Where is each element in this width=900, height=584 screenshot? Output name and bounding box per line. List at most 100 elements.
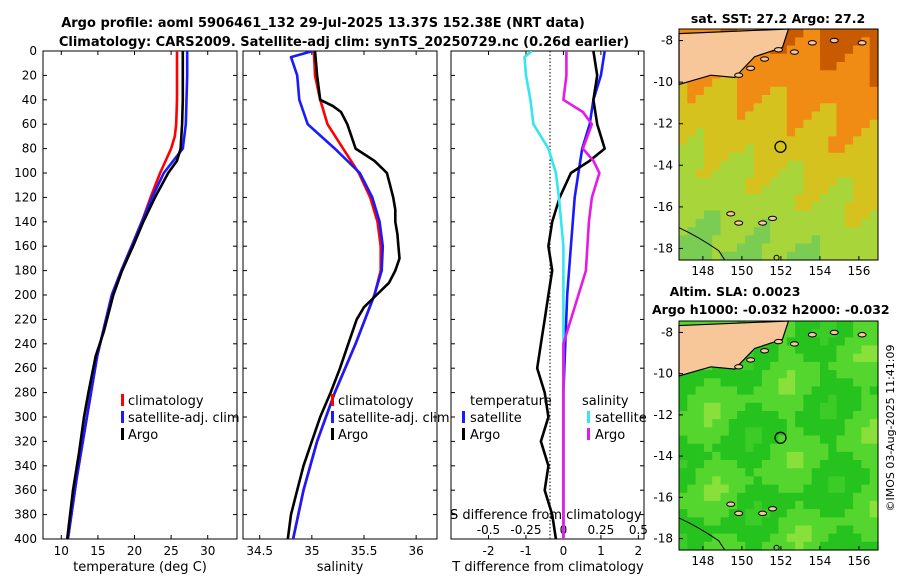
depth-tick-label: 360 (14, 483, 37, 497)
map-cell (770, 177, 780, 187)
map-cell (836, 533, 846, 543)
map-cell (811, 210, 821, 220)
map-cell (753, 476, 763, 486)
map-cell (737, 419, 746, 428)
map-cell (786, 53, 796, 63)
map-cell (853, 419, 862, 428)
map-cell (778, 353, 788, 363)
map-cell (753, 419, 763, 428)
map-cell (712, 235, 722, 245)
map-cell (703, 78, 713, 88)
map-cell (687, 103, 697, 113)
map-cell (836, 435, 846, 445)
legend-swatch-satellite (121, 411, 124, 423)
map-cell (703, 386, 713, 396)
map-cell (811, 361, 821, 371)
island (726, 501, 736, 507)
map-cell (836, 419, 846, 428)
map-cell (679, 411, 688, 420)
map-cell (728, 419, 738, 428)
map-cell (828, 321, 838, 330)
map-cell (869, 500, 879, 510)
map-cell (820, 251, 829, 261)
map-cell (778, 53, 788, 63)
map-cell (770, 443, 780, 453)
map-cell (795, 484, 804, 494)
map-cell (853, 62, 862, 71)
map-cell (703, 370, 713, 379)
depth-tick-label: 220 (14, 312, 37, 326)
depth-tick-label: 380 (14, 508, 37, 522)
map-cell (770, 525, 780, 535)
map-cell (712, 370, 722, 379)
map-cell (770, 111, 780, 121)
map-cell (861, 111, 871, 121)
map-cell (786, 144, 796, 154)
map-y-tick-label: -8 (661, 34, 673, 48)
map-cell (745, 386, 755, 396)
map-cell (853, 378, 862, 388)
map-cell (820, 53, 829, 63)
map-cell (687, 119, 697, 129)
map-cell (679, 243, 688, 253)
map-cell (861, 451, 871, 461)
map-cell (745, 394, 755, 404)
map-cell (861, 152, 871, 162)
island (829, 37, 839, 44)
map-cell (869, 227, 879, 236)
map-cell (869, 251, 879, 261)
map-cell (795, 525, 804, 535)
map-cell (778, 378, 788, 388)
map-cell (786, 128, 796, 137)
map-cell (786, 251, 796, 261)
map-cell (770, 484, 780, 494)
map-cell (795, 509, 804, 518)
map-cell (828, 251, 838, 261)
x-tick-label: 35 (304, 544, 319, 558)
map-cell (828, 443, 838, 453)
map-cell (703, 169, 713, 179)
map-cell (703, 152, 713, 162)
map-cell (853, 37, 862, 47)
map-cell (803, 460, 813, 469)
map-cell (687, 411, 697, 420)
map-cell (679, 435, 688, 445)
map-cell (844, 329, 854, 338)
map-cell (770, 144, 780, 154)
map-cell (861, 476, 871, 486)
map-cell (844, 95, 854, 104)
map-cell (861, 194, 871, 203)
map-cell (844, 435, 854, 445)
map-cell (836, 152, 846, 162)
map-cell (778, 451, 788, 461)
map-cell (803, 53, 813, 63)
map-cell (778, 111, 788, 121)
map-cell (778, 161, 788, 170)
map-cell (861, 169, 871, 179)
map-cell (712, 128, 722, 137)
map-cell (820, 185, 829, 195)
map-cell (861, 427, 871, 437)
map-cell (795, 370, 804, 379)
map-cell (728, 541, 738, 551)
map-cell (828, 337, 838, 347)
map-cell (786, 185, 796, 195)
map-cell (679, 128, 688, 137)
map-cell (803, 427, 813, 437)
map-cell (869, 202, 879, 212)
map-cell (844, 78, 854, 88)
map-cell (820, 119, 829, 129)
map-cell (869, 533, 879, 543)
map-cell (836, 103, 846, 113)
series-line-t-argo (535, 51, 607, 539)
map-cell (811, 111, 821, 121)
map-y-tick-label: -18 (653, 241, 673, 255)
map-cell (745, 86, 755, 96)
map-cell (795, 419, 804, 428)
map-cell (737, 128, 746, 137)
map-cell (820, 337, 829, 347)
map-cell (720, 152, 730, 162)
map-cell (844, 468, 854, 477)
map-cell (844, 509, 854, 518)
